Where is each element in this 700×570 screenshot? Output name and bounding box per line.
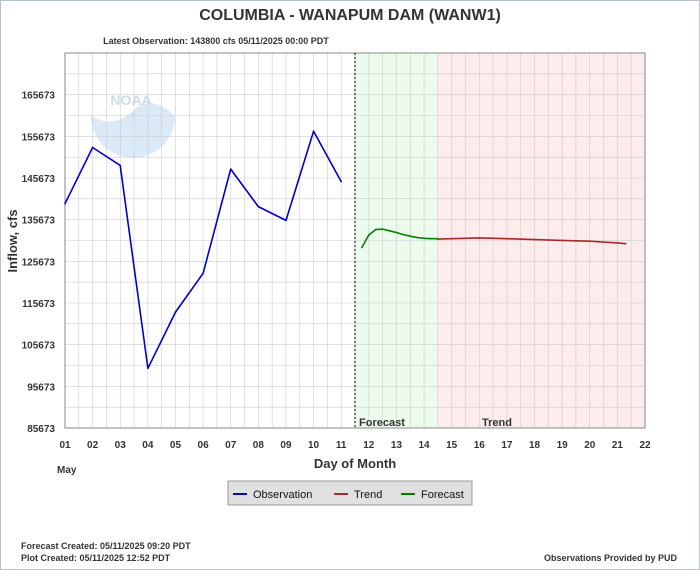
y-tick-label: 115673 bbox=[22, 299, 55, 310]
data-point-forecast bbox=[430, 237, 432, 240]
data-point-trend bbox=[533, 238, 536, 241]
data-point-forecast bbox=[381, 228, 384, 230]
data-point-trend bbox=[450, 237, 453, 240]
series-lines bbox=[64, 130, 627, 370]
chart-title: COLUMBIA - WANAPUM DAM (WANW1) bbox=[199, 7, 501, 24]
data-point-forecast bbox=[409, 235, 412, 238]
data-point-trend bbox=[624, 242, 627, 245]
data-point-forecast bbox=[388, 230, 391, 232]
data-point-observation bbox=[119, 164, 122, 167]
x-axis-ticks: 01 02 03 04 05 06 07 08 09 10 11 12 13 14 15 16 17 18 19 20… bbox=[59, 440, 651, 451]
data-point-observation bbox=[91, 146, 94, 149]
legend: Observation Trend Forecast bbox=[227, 480, 473, 506]
x-tick-label: 02 bbox=[87, 440, 99, 451]
x-tick-label: 21 bbox=[612, 440, 624, 451]
x-axis-title: Day of Month bbox=[314, 456, 396, 471]
data-point-forecast bbox=[361, 246, 363, 249]
x-tick-label: 16 bbox=[474, 440, 486, 451]
x-tick-label: 04 bbox=[142, 440, 154, 451]
legend-label-observation: Observation bbox=[253, 489, 312, 501]
x-tick-label: 01 bbox=[59, 440, 71, 451]
forecast-zone-label: Forecast bbox=[359, 417, 405, 429]
x-axis-month-label: May bbox=[57, 465, 77, 476]
trend-zone-label: Trend bbox=[482, 417, 512, 429]
data-point-observation bbox=[312, 130, 315, 133]
data-point-observation bbox=[202, 272, 204, 275]
x-tick-label: 11 bbox=[336, 440, 347, 451]
legend-label-trend: Trend bbox=[354, 489, 382, 501]
data-point-trend bbox=[616, 242, 619, 244]
x-tick-label: 12 bbox=[363, 440, 375, 451]
x-tick-label: 18 bbox=[529, 440, 541, 451]
data-point-observation bbox=[340, 180, 342, 183]
data-point-trend bbox=[561, 239, 563, 242]
data-point-observation bbox=[64, 202, 66, 205]
data-point-trend bbox=[506, 237, 508, 240]
data-point-observation bbox=[147, 367, 149, 370]
noaa-logo: NOAA bbox=[91, 74, 175, 158]
y-axis-ticks: 85673 95673 105673 115673 125673 135673 145673… bbox=[22, 91, 56, 435]
data-point-observation bbox=[257, 205, 260, 208]
data-point-forecast bbox=[437, 237, 439, 240]
y-tick-label: 165673 bbox=[22, 91, 56, 102]
plot-created: Plot Created: 05/11/2025 12:52 PDT bbox=[21, 553, 171, 563]
x-tick-label: 13 bbox=[391, 440, 403, 451]
y-tick-label: 145673 bbox=[22, 174, 56, 185]
legend-box bbox=[227, 480, 473, 506]
data-point-forecast bbox=[395, 231, 398, 234]
latest-observation: Latest Observation: 143800 cfs 05/11/202… bbox=[103, 36, 329, 46]
noaa-logo-text: NOAA bbox=[110, 92, 151, 108]
x-tick-label: 10 bbox=[308, 440, 320, 451]
y-tick-label: 105673 bbox=[22, 341, 56, 352]
forecast-created: Forecast Created: 05/11/2025 09:20 PDT bbox=[21, 541, 191, 551]
x-tick-label: 15 bbox=[446, 440, 458, 451]
x-tick-label: 03 bbox=[115, 440, 127, 451]
x-tick-label: 14 bbox=[418, 440, 430, 451]
legend-label-forecast: Forecast bbox=[421, 489, 464, 501]
x-tick-label: 05 bbox=[170, 440, 182, 451]
x-tick-label: 22 bbox=[639, 440, 651, 451]
y-tick-label: 155673 bbox=[22, 132, 56, 143]
x-tick-label: 19 bbox=[557, 440, 569, 451]
observations-provided-by: Observations Provided by PUD bbox=[544, 553, 678, 563]
data-point-forecast bbox=[423, 237, 425, 240]
data-point-trend bbox=[478, 237, 481, 239]
y-tick-label: 125673 bbox=[22, 257, 56, 268]
data-point-observation bbox=[174, 311, 177, 313]
data-point-trend bbox=[588, 240, 591, 243]
y-axis-title: Inflow, cfs bbox=[5, 209, 20, 272]
y-tick-label: 85673 bbox=[27, 424, 55, 435]
x-tick-label: 20 bbox=[584, 440, 596, 451]
x-tick-label: 09 bbox=[280, 440, 292, 451]
series-line-forecast bbox=[361, 228, 438, 248]
x-tick-label: 06 bbox=[198, 440, 210, 451]
y-tick-label: 135673 bbox=[22, 216, 56, 227]
data-point-observation bbox=[285, 219, 287, 222]
data-point-observation bbox=[229, 168, 232, 170]
data-point-forecast bbox=[374, 228, 377, 231]
data-point-forecast bbox=[368, 234, 370, 236]
x-tick-label: 07 bbox=[225, 440, 237, 451]
x-tick-label: 08 bbox=[253, 440, 265, 451]
data-point-forecast bbox=[402, 233, 405, 236]
x-tick-label: 17 bbox=[501, 440, 513, 451]
data-point-forecast bbox=[416, 236, 418, 239]
y-tick-label: 95673 bbox=[27, 382, 55, 393]
